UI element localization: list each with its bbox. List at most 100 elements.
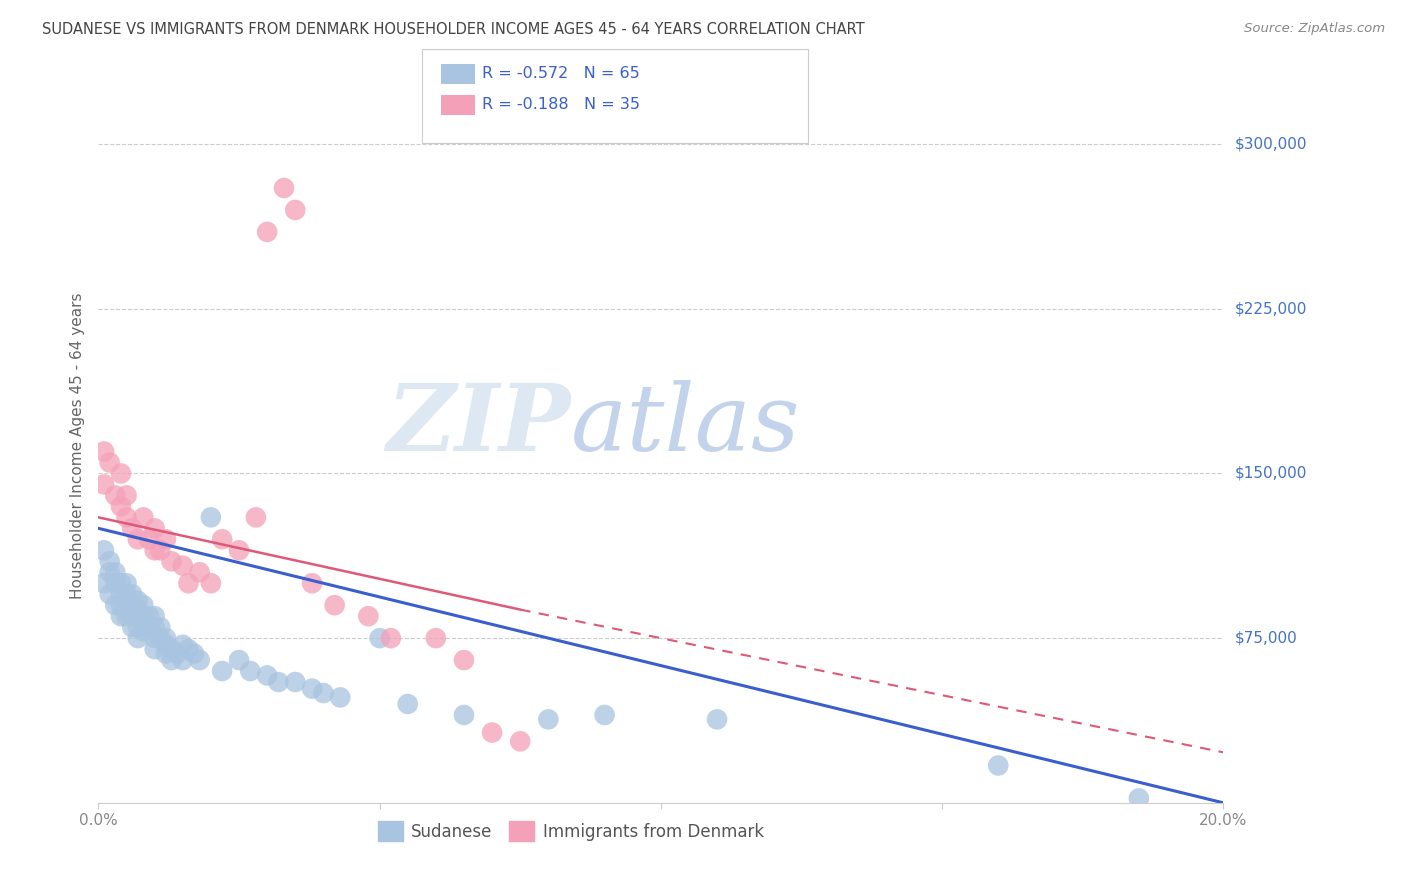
Point [115, 510, 138, 524]
Point [121, 521, 143, 535]
Point [121, 598, 143, 612]
Point [110, 500, 132, 514]
Point [143, 543, 166, 558]
Point [104, 566, 127, 580]
Text: $225,000: $225,000 [1234, 301, 1306, 317]
Point [166, 647, 188, 661]
Point [115, 609, 138, 624]
Point [425, 631, 447, 645]
Point [127, 620, 149, 634]
Point [132, 609, 155, 624]
Point [172, 558, 194, 573]
Point [104, 598, 127, 612]
Text: atlas: atlas [571, 380, 800, 469]
Point [987, 758, 1010, 772]
Point [160, 642, 183, 657]
Point [593, 708, 616, 723]
Point [115, 594, 138, 608]
Point [93, 444, 115, 458]
Point [239, 664, 262, 678]
Point [115, 602, 138, 616]
Point [183, 647, 205, 661]
Point [143, 631, 166, 645]
Point [143, 642, 166, 657]
Text: SUDANESE VS IMMIGRANTS FROM DENMARK HOUSEHOLDER INCOME AGES 45 - 64 YEARS CORREL: SUDANESE VS IMMIGRANTS FROM DENMARK HOUS… [42, 22, 865, 37]
Point [132, 598, 155, 612]
Point [160, 554, 183, 568]
Point [98, 455, 121, 469]
Point [143, 620, 166, 634]
Text: ZIP: ZIP [387, 380, 571, 469]
Point [267, 675, 290, 690]
Point [228, 543, 250, 558]
Point [98, 587, 121, 601]
Point [273, 181, 295, 195]
Point [104, 488, 127, 502]
Text: R = -0.572   N = 65: R = -0.572 N = 65 [482, 66, 640, 80]
Point [188, 566, 211, 580]
Point [245, 510, 267, 524]
Point [93, 543, 115, 558]
Point [188, 653, 211, 667]
Text: Source: ZipAtlas.com: Source: ZipAtlas.com [1244, 22, 1385, 36]
Point [453, 653, 475, 667]
Point [110, 598, 132, 612]
Point [211, 533, 233, 547]
Point [256, 668, 278, 682]
Point [110, 609, 132, 624]
Point [138, 533, 160, 547]
Point [301, 681, 323, 696]
Y-axis label: Householder Income Ages 45 - 64 years: Householder Income Ages 45 - 64 years [69, 293, 84, 599]
Point [396, 697, 419, 711]
Point [132, 624, 155, 639]
Point [127, 594, 149, 608]
Point [143, 521, 166, 535]
Point [177, 576, 200, 591]
Point [453, 708, 475, 723]
Point [509, 734, 531, 748]
Point [127, 602, 149, 616]
Text: R = -0.188   N = 35: R = -0.188 N = 35 [482, 97, 640, 112]
Point [104, 576, 127, 591]
Point [211, 664, 233, 678]
Point [93, 576, 115, 591]
Point [1128, 791, 1150, 805]
Text: $75,000: $75,000 [1234, 631, 1298, 646]
Point [155, 638, 177, 652]
Point [155, 647, 177, 661]
Point [149, 543, 172, 558]
Point [127, 533, 149, 547]
Point [110, 467, 132, 481]
Point [98, 566, 121, 580]
Point [149, 620, 172, 634]
Point [172, 653, 194, 667]
Point [155, 533, 177, 547]
Point [228, 653, 250, 667]
Point [138, 609, 160, 624]
Point [284, 675, 307, 690]
Point [537, 712, 560, 726]
Point [312, 686, 335, 700]
Point [200, 576, 222, 591]
Point [149, 631, 172, 645]
Point [121, 609, 143, 624]
Point [115, 488, 138, 502]
Point [284, 202, 307, 217]
Point [98, 554, 121, 568]
Point [256, 225, 278, 239]
Point [115, 576, 138, 591]
Text: $300,000: $300,000 [1234, 136, 1306, 152]
Point [323, 598, 346, 612]
Point [132, 510, 155, 524]
Point [160, 653, 183, 667]
Point [138, 620, 160, 634]
Point [121, 587, 143, 601]
Point [115, 587, 138, 601]
Point [329, 690, 352, 705]
Point [93, 477, 115, 491]
Point [706, 712, 728, 726]
Point [110, 587, 132, 601]
Point [110, 576, 132, 591]
Point [177, 642, 200, 657]
Point [481, 725, 503, 739]
